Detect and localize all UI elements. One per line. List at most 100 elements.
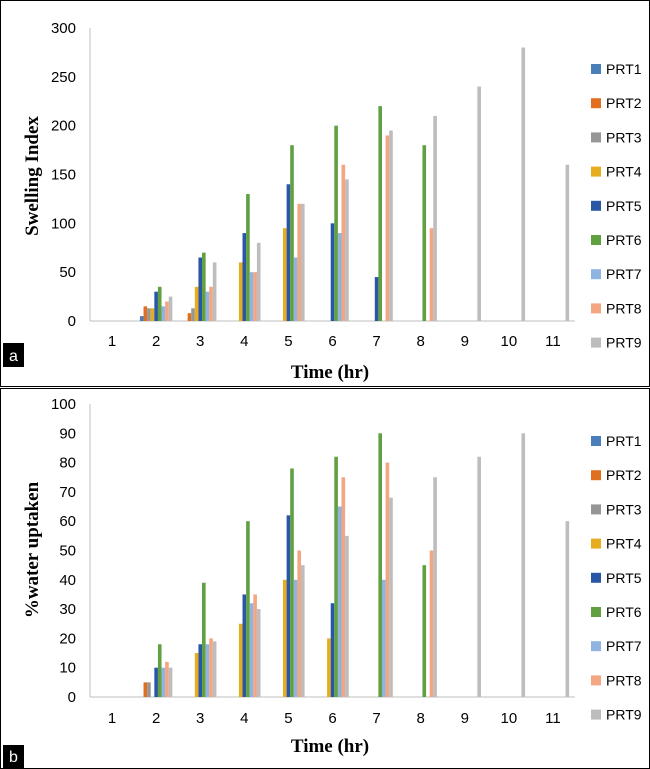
panel-a-bar-prt5 bbox=[330, 223, 335, 321]
panel-b-bar-prt9 bbox=[168, 667, 173, 697]
panel-b-bar-prt7 bbox=[205, 644, 210, 697]
panel-b-bar-prt5 bbox=[286, 515, 291, 697]
panel-b-bar-prt8 bbox=[297, 550, 302, 697]
panel-a-border bbox=[0, 0, 650, 387]
panel-a-bar-prt9 bbox=[168, 296, 173, 321]
panel-a-bar-prt8 bbox=[341, 164, 346, 321]
panel-a-bar-prt4 bbox=[283, 228, 287, 321]
panel-a-x-tick-label: 11 bbox=[545, 333, 561, 350]
panel-b-y-axis-title: %water uptaken bbox=[22, 481, 43, 618]
panel-a-bar-prt7 bbox=[161, 306, 166, 321]
panel-b-bar-prt7 bbox=[293, 579, 298, 697]
panel-a-bar-prt8 bbox=[297, 203, 302, 321]
panel-b-bar-prt9 bbox=[433, 477, 437, 697]
panel-a-legend-swatch-prt4 bbox=[591, 166, 601, 177]
panel-a-legend-label-prt8: PRT8 bbox=[606, 300, 642, 316]
panel-a-legend-label-prt5: PRT5 bbox=[606, 198, 642, 214]
panel-b-bar-prt6 bbox=[157, 644, 162, 697]
panel-a-bar-prt5 bbox=[242, 233, 247, 321]
panel-a-legend-swatch-prt5 bbox=[591, 200, 601, 211]
panel-b-bar-prt7 bbox=[161, 667, 166, 697]
panel-b-water-uptake: 0 10 20 30 40 50 60 70 80 90 100 1 2 3 4 5 6 7 8 9 10 11 PRT… bbox=[0, 388, 650, 769]
panel-a-legend-swatch-prt6 bbox=[591, 235, 601, 245]
panel-b-bar-prt5 bbox=[242, 594, 247, 697]
panel-a-bar-prt5 bbox=[198, 257, 203, 321]
panel-b-legend-swatch-prt1 bbox=[591, 436, 601, 446]
panel-a-x-axis-title: Time (hr) bbox=[291, 362, 369, 383]
panel-b-bar-prt2 bbox=[143, 682, 148, 697]
panel-a-y-tick-label: 250 bbox=[51, 69, 76, 86]
panel-a-x-tick-label: 1 bbox=[108, 333, 116, 350]
panel-b-x-tick-label: 4 bbox=[240, 710, 248, 727]
panel-a-bar-prt6 bbox=[157, 286, 162, 321]
panel-b-y-tick-label: 80 bbox=[59, 455, 76, 472]
panel-a-y-tick-label: 300 bbox=[51, 20, 76, 37]
panel-b-legend-label-prt6: PRT6 bbox=[606, 604, 642, 620]
panel-a-bar-prt4 bbox=[150, 308, 155, 321]
panel-a-x-tick-label: 6 bbox=[328, 333, 336, 350]
panel-b-legend-label-prt7: PRT7 bbox=[606, 638, 642, 654]
panel-a-bar-prt6 bbox=[246, 194, 250, 321]
panel-b-plot-area bbox=[89, 404, 575, 698]
panel-a-tag: a bbox=[9, 348, 18, 365]
panel-b-legend-swatch-prt4 bbox=[591, 538, 601, 549]
panel-b-x-tick-label: 3 bbox=[196, 710, 204, 727]
panel-a-x-tick-label: 2 bbox=[152, 333, 160, 350]
panel-a-y-ticks: 0 50 100 150 200 250 300 bbox=[51, 20, 76, 330]
panel-a-bar-prt5 bbox=[286, 184, 291, 321]
panel-a-plot-area bbox=[89, 28, 575, 322]
panel-b-bar-prt4 bbox=[327, 638, 331, 697]
panel-a-y-tick-label: 100 bbox=[51, 215, 76, 232]
panel-a-x-tick-label: 8 bbox=[417, 333, 425, 350]
panel-a-legend-swatch-prt8 bbox=[591, 303, 601, 314]
panel-b-legend-label-prt1: PRT1 bbox=[606, 433, 642, 449]
panel-a-x-tick-label: 7 bbox=[372, 333, 380, 350]
panel-b-bar-prt7 bbox=[249, 603, 254, 697]
panel-b-bar-prt9 bbox=[256, 609, 261, 697]
panel-b-legend-label-prt3: PRT3 bbox=[606, 501, 642, 517]
panel-a-bar-prt8 bbox=[209, 286, 213, 321]
panel-b-bar-prt7 bbox=[381, 579, 386, 697]
panel-b-legend-swatch-prt7 bbox=[591, 641, 601, 652]
panel-a-bar-prt9 bbox=[256, 242, 261, 321]
panel-b-y-tick-label: 100 bbox=[51, 396, 76, 413]
panel-a-legend-label-prt7: PRT7 bbox=[606, 266, 642, 282]
panel-a-bar-prt9 bbox=[477, 86, 481, 321]
panel-a-bar-prt9 bbox=[521, 47, 526, 322]
panel-a-legend-swatch-prt7 bbox=[591, 269, 601, 280]
panel-a-bar-prt9 bbox=[212, 262, 217, 321]
panel-b-y-tick-label: 30 bbox=[59, 601, 76, 618]
panel-b-legend-label-prt5: PRT5 bbox=[606, 570, 642, 586]
panel-b-y-tick-label: 10 bbox=[59, 660, 76, 677]
panel-b-bar-prt8 bbox=[385, 462, 390, 697]
panel-a-bar-prt7 bbox=[249, 272, 254, 321]
panel-a-legend-label-prt2: PRT2 bbox=[606, 95, 642, 111]
panel-a-legend-swatch-prt3 bbox=[591, 132, 601, 143]
panel-b-legend-label-prt9: PRT9 bbox=[606, 707, 642, 723]
panel-b-bar-prt4 bbox=[194, 653, 199, 697]
panel-a-legend-label-prt1: PRT1 bbox=[606, 61, 642, 77]
panel-b-bar-prt5 bbox=[154, 667, 158, 697]
panel-b-bar-prt8 bbox=[253, 594, 257, 697]
panel-a-bar-prt8 bbox=[429, 228, 434, 321]
panel-b-bar-prt6 bbox=[202, 582, 206, 697]
panel-b-legend: PRT1 PRT2 PRT3 PRT4 PRT5 PRT6 PRT7 PRT8 PRT9 bbox=[591, 433, 642, 723]
panel-b-y-tick-label: 20 bbox=[59, 630, 76, 647]
panel-b-legend-swatch-prt6 bbox=[591, 607, 601, 617]
panel-b-bar-prt8 bbox=[209, 638, 213, 697]
panel-a-bar-prt9 bbox=[301, 203, 305, 321]
panel-b-x-tick-label: 2 bbox=[152, 710, 160, 727]
panel-a-x-ticks: 1 2 3 4 5 6 7 8 9 10 11 bbox=[108, 333, 561, 350]
panel-a-x-tick-label: 10 bbox=[501, 333, 518, 350]
panel-a-legend-swatch-prt9 bbox=[591, 337, 601, 348]
panel-b-bar-prt6 bbox=[246, 521, 250, 697]
panel-b-x-tick-label: 9 bbox=[461, 710, 469, 727]
panel-b-y-ticks: 0 10 20 30 40 50 60 70 80 90 100 bbox=[51, 396, 76, 706]
panel-a-legend-swatch-prt2 bbox=[591, 98, 601, 109]
panel-a-legend-label-prt3: PRT3 bbox=[606, 129, 642, 145]
panel-a-bar-prt6 bbox=[202, 252, 206, 321]
panel-a-bar-prt2 bbox=[143, 306, 148, 321]
panel-a-bar-prt2 bbox=[187, 313, 192, 321]
panel-b-y-tick-label: 50 bbox=[59, 543, 76, 560]
